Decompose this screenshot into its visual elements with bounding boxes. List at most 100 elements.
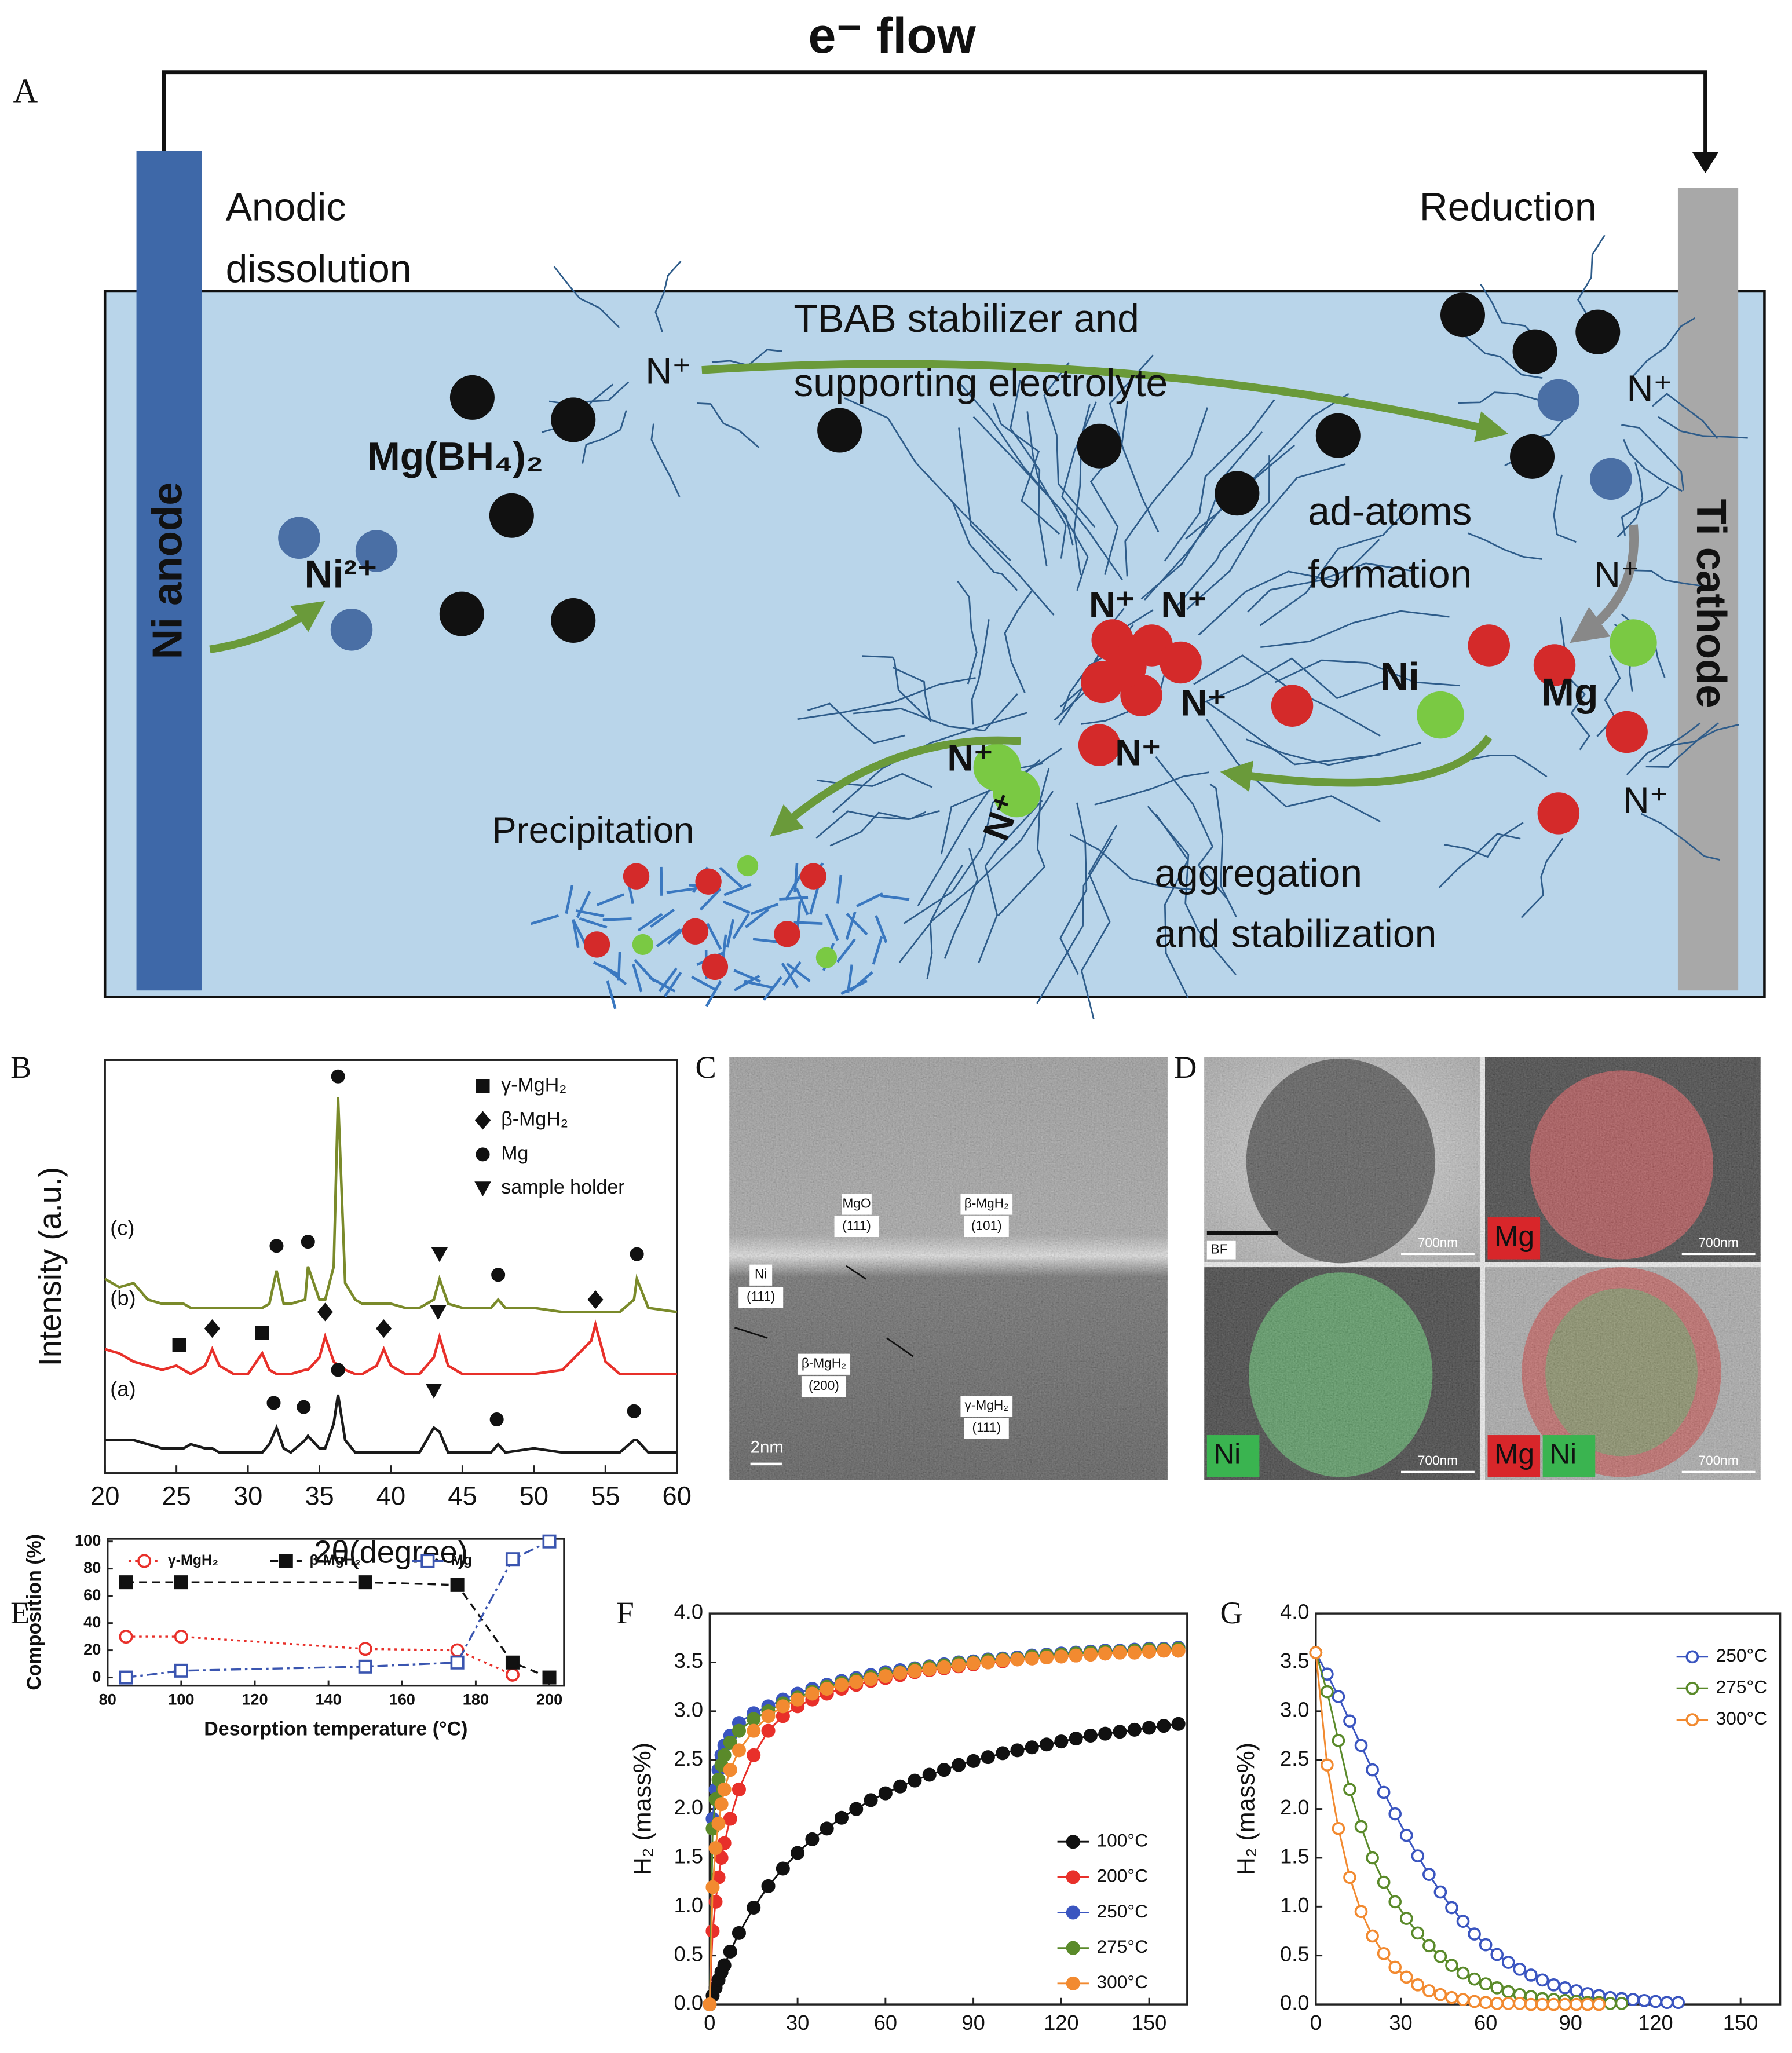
panel-label: C bbox=[695, 1050, 716, 1085]
ad-atoms-label: ad-atoms bbox=[1308, 489, 1472, 533]
precipitate-mesh bbox=[796, 901, 802, 931]
series-line bbox=[105, 1394, 677, 1454]
cathode-label: Ti cathode bbox=[1688, 499, 1735, 708]
scale-bar-label: 2nm bbox=[751, 1437, 784, 1457]
data-point bbox=[864, 1672, 878, 1686]
precipitate-mesh bbox=[723, 883, 752, 896]
data-point bbox=[505, 1552, 520, 1567]
precipitate-mesh bbox=[637, 913, 663, 932]
magnesium-particle bbox=[1468, 624, 1511, 667]
data-point bbox=[723, 1735, 737, 1750]
precipitate-mesh bbox=[579, 917, 608, 929]
stabilizer-chain bbox=[1553, 474, 1577, 543]
data-point bbox=[703, 1997, 717, 2012]
plot-frame bbox=[104, 1059, 678, 1474]
stabilizer-chain bbox=[957, 580, 978, 685]
data-point bbox=[542, 1670, 557, 1685]
particles bbox=[278, 292, 1657, 980]
lattice-marker bbox=[846, 1265, 866, 1280]
ad-atoms-label: formation bbox=[1308, 552, 1472, 596]
x-tick-label: 180 bbox=[463, 1690, 489, 1708]
x-tick-label: 120 bbox=[242, 1690, 268, 1708]
data-point bbox=[1501, 1997, 1515, 2010]
data-point bbox=[119, 1670, 133, 1685]
magnesium-particle bbox=[1160, 641, 1202, 684]
data-point bbox=[1558, 1997, 1572, 2011]
data-point bbox=[937, 1660, 952, 1674]
data-point bbox=[1171, 1717, 1186, 1731]
stabilizer-chain bbox=[1247, 562, 1415, 613]
stabilizer-chain bbox=[1648, 724, 1739, 763]
stabilizer-label: TBAB stabilizer and bbox=[793, 297, 1139, 341]
data-point bbox=[1479, 1977, 1493, 1990]
precipitate-mesh bbox=[763, 976, 782, 1001]
data-point bbox=[761, 1723, 776, 1738]
legend-label: β-MgH₂ bbox=[501, 1108, 568, 1130]
phase-marker bbox=[269, 1239, 284, 1253]
precipitate-mesh bbox=[779, 896, 809, 901]
y-tick-label: 0.0 bbox=[674, 1991, 703, 2015]
lattice-label: Ni bbox=[755, 1267, 767, 1282]
series-line bbox=[104, 1319, 677, 1376]
stabilizer-chain bbox=[1275, 659, 1460, 687]
precursor-label: Mg(BH₄)₂ bbox=[367, 434, 543, 478]
stabilizer-chain bbox=[1206, 719, 1381, 822]
stabilizer-chain bbox=[1438, 833, 1521, 888]
label-box bbox=[798, 1353, 850, 1375]
phase-marker bbox=[376, 1319, 392, 1338]
y-tick-label: 3.0 bbox=[1280, 1697, 1309, 1721]
precipitate-mesh bbox=[617, 952, 621, 981]
data-point bbox=[1098, 1726, 1113, 1741]
stabilizer-chain bbox=[650, 423, 681, 497]
data-point bbox=[1660, 1996, 1674, 2010]
data-point bbox=[1524, 1968, 1538, 1982]
stabilizer-chain bbox=[553, 266, 620, 328]
x-tick-label: 60 bbox=[1474, 2011, 1497, 2034]
data-point bbox=[358, 1659, 372, 1674]
lattice-marker bbox=[734, 1327, 768, 1339]
data-point bbox=[1054, 1734, 1069, 1749]
precipitate-mesh bbox=[793, 863, 799, 892]
x-axis-label: Desorption temperature (°C) bbox=[204, 1718, 467, 1740]
phase-marker bbox=[331, 1363, 345, 1377]
stabilizer-chain bbox=[797, 677, 976, 720]
precipitate-mesh bbox=[658, 967, 678, 993]
stabilizer-chain bbox=[1140, 431, 1263, 600]
data-point bbox=[805, 1832, 820, 1846]
stabilizer-chain bbox=[1621, 424, 1685, 491]
panel-label: E bbox=[10, 1595, 30, 1630]
stabilizer-chain bbox=[1461, 332, 1543, 379]
stabilizer-chain bbox=[958, 427, 1055, 616]
precipitate-mesh bbox=[856, 892, 883, 907]
phase-marker bbox=[301, 1235, 315, 1249]
data-point bbox=[1343, 1783, 1356, 1796]
data-point bbox=[834, 1810, 849, 1825]
precipitate-mesh bbox=[531, 914, 559, 925]
curve-label: (c) bbox=[110, 1216, 134, 1239]
stabilizer-chain bbox=[971, 619, 990, 725]
borohydride-particle bbox=[1440, 292, 1485, 338]
stabilizer-chain bbox=[1202, 657, 1385, 704]
stabilizer-chain bbox=[1155, 814, 1189, 998]
data-point bbox=[1309, 1646, 1323, 1659]
phase-marker bbox=[204, 1319, 220, 1338]
scale-bar-label: 700nm bbox=[1418, 1235, 1458, 1250]
precipitation-arrow bbox=[770, 736, 1021, 837]
precipitate-mesh bbox=[690, 975, 718, 992]
precipitate-mesh bbox=[846, 964, 854, 994]
data-point bbox=[1637, 1993, 1651, 2007]
data-point bbox=[1343, 1714, 1356, 1728]
magnesium-particle bbox=[1271, 685, 1314, 727]
borohydride-particle bbox=[449, 375, 495, 420]
migration-arrow bbox=[701, 360, 1509, 442]
x-tick-label: 100 bbox=[168, 1690, 194, 1708]
ammonium-label: N⁺ bbox=[1089, 585, 1135, 625]
data-point bbox=[711, 1816, 726, 1831]
data-point bbox=[1366, 1851, 1379, 1865]
data-point bbox=[1603, 1997, 1617, 2010]
y-tick-label: 0 bbox=[92, 1667, 101, 1685]
data-point bbox=[1157, 1644, 1171, 1658]
precipitate-mesh bbox=[593, 961, 620, 976]
data-point bbox=[1422, 1984, 1436, 1997]
